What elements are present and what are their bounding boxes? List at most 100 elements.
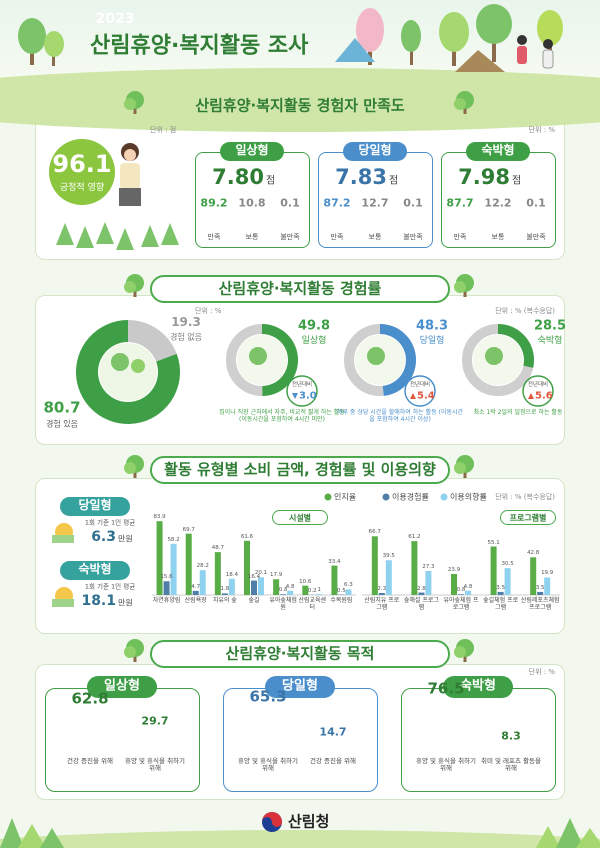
pie-label: 경험 없음: [170, 332, 202, 342]
purpose-value: 8.3: [501, 729, 521, 743]
bar-value: 3.5: [535, 584, 545, 591]
section-title-pill: [150, 456, 450, 484]
bar-value: 0.5: [337, 587, 346, 594]
section-title: 산림휴양·복지활동 경험률: [218, 279, 382, 298]
purpose-value: 76.5: [427, 679, 465, 698]
purpose-label: 건강 증진을 위해: [67, 757, 113, 765]
bar-value: 83.9: [153, 514, 166, 520]
bar-value: 39.5: [382, 553, 395, 560]
tree-icon: [124, 462, 136, 474]
badge-change: 3.0: [299, 390, 317, 402]
tree-icon: [454, 281, 466, 293]
purpose-panel: [223, 688, 378, 792]
cost-pill: [60, 561, 130, 580]
title: 산림휴양·복지활동 조사: [90, 33, 309, 59]
bar-value: 0.2: [307, 587, 317, 594]
purpose-label: 휴양 및 휴식을 취하기 위해: [415, 757, 477, 773]
card-pill: [466, 142, 530, 161]
purpose-value: 29.7: [141, 714, 169, 728]
bar-value: 18.4: [225, 571, 238, 578]
cost-pill: [60, 497, 130, 516]
pie-value: 80.7: [43, 398, 81, 417]
impact-value: 96.1: [52, 150, 112, 179]
x-category: 산림레포츠체험 프로그램: [520, 597, 560, 611]
type-card: [318, 152, 433, 248]
type-description: 집이나 직장 근처에서 자주, 비교적 짧게 하는 활동 (이동시간을 포함하여…: [219, 409, 345, 423]
item-label: 만족: [207, 232, 221, 241]
bar-value: 15.6: [160, 574, 173, 581]
tree-icon: [454, 462, 466, 474]
item-value: 0.1: [280, 196, 300, 210]
sub-pill: [500, 510, 556, 525]
bar-value: 4.8: [285, 583, 295, 590]
tree-icon: [126, 455, 144, 473]
purpose-label: 건강 증진을 위해: [310, 757, 356, 765]
item-label: 불만족: [280, 232, 300, 241]
unit-label: 단위 : % (복수응답): [495, 492, 555, 501]
tree-icon: [133, 466, 137, 478]
badge-label: 전년대비: [409, 381, 431, 388]
type-description: 최소 1박 2일의 일정으로 하는 활동: [473, 409, 563, 416]
card-score: 7.98: [458, 164, 510, 189]
item-value: 89.2: [200, 196, 228, 210]
impact-label: 긍정적 영향: [59, 182, 105, 193]
tree-icon: [126, 274, 144, 292]
legend-label: 인지율: [334, 492, 357, 502]
x-category: 치유의 숲: [212, 597, 237, 604]
item-value: 10.8: [238, 196, 266, 210]
card-score-unit: 점: [389, 175, 399, 187]
section-box: [35, 478, 565, 634]
x-category: 숲길체험 프로그램: [483, 597, 519, 611]
bar-value: 16.4: [247, 573, 261, 580]
ring-value: 28.5: [533, 318, 567, 334]
x-category: 산림교육센터: [298, 597, 327, 611]
tree-icon: [456, 274, 474, 292]
cost-note: 1회 기준 1인 평균: [84, 518, 136, 527]
item-value: 0.1: [403, 196, 423, 210]
bar-value: 48.7: [211, 544, 224, 551]
item-label: 만족: [453, 232, 467, 241]
x-category: 숲해설 프로그램: [403, 597, 439, 611]
card-score-unit: 점: [512, 175, 522, 187]
item-label: 불만족: [403, 232, 423, 241]
ring-name: 일상형: [301, 335, 327, 346]
bar-value: 23.9: [447, 566, 461, 573]
year: 2023: [95, 10, 135, 27]
item-label: 보통: [368, 232, 382, 241]
bar-value: 28.2: [196, 563, 209, 570]
purpose-type: 당일형: [282, 678, 318, 694]
bar-value: 42.8: [527, 550, 540, 557]
x-category: 수목원림: [330, 597, 353, 604]
tree-icon: [463, 466, 467, 478]
purpose-pill: [265, 676, 335, 698]
chart-subtitle: 프로그램별: [509, 512, 547, 522]
bar-value: 55.1: [487, 539, 500, 546]
cost-note: 1회 기준 1인 평균: [84, 582, 136, 591]
purpose-panel: [401, 688, 556, 792]
card-name: 일상형: [235, 143, 269, 158]
cost-name: 숙박형: [78, 562, 112, 577]
tree-icon: [133, 650, 137, 662]
bar-value: 1: [317, 586, 322, 593]
unit-label: 단위 : % (복수응답): [495, 306, 555, 315]
bar-value: 33.4: [328, 558, 341, 565]
legend-label: 이용경험률: [392, 492, 429, 502]
tree-icon: [463, 650, 467, 662]
item-value: 87.7: [446, 196, 474, 210]
unit-label: 단위 : 점: [150, 125, 177, 134]
ring-value: 48.3: [415, 318, 449, 334]
bar-value: 0.8: [456, 587, 466, 594]
bar-value: 58.2: [167, 536, 180, 543]
bar-value: 69.7: [182, 526, 195, 533]
emblem-red: [262, 812, 282, 827]
badge-change: 5.4: [417, 390, 435, 402]
card-score: 7.83: [335, 164, 387, 189]
pie-label: 경험 있음: [46, 419, 78, 429]
unit-label: 단위 : %: [195, 306, 222, 315]
item-value: 12.7: [361, 196, 389, 210]
tree-icon: [454, 98, 466, 110]
bar-value: 2.3: [377, 585, 387, 592]
x-category: 유아숲체험원: [269, 597, 297, 611]
bar-value: 6.3: [344, 582, 353, 589]
section-title: 산림휴양·복지활동 경험자 만족도: [195, 96, 405, 115]
